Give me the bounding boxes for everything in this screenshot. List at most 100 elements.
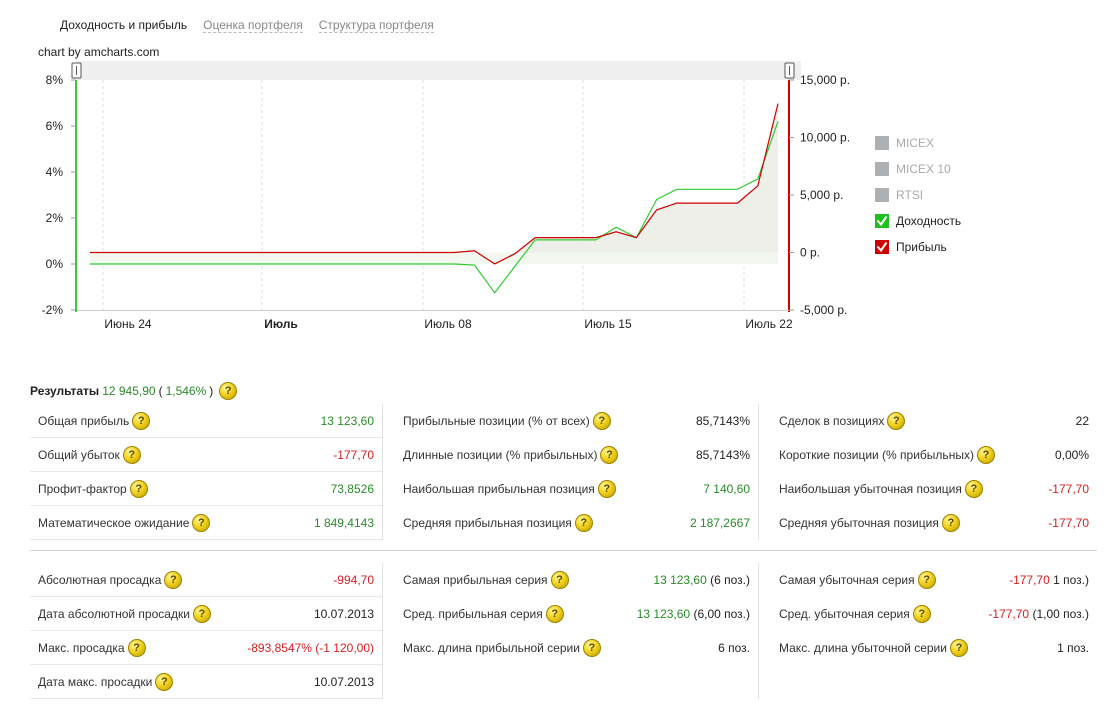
checkbox-checked-icon[interactable] (875, 214, 889, 228)
tab-portfolio-structure[interactable]: Структура портфеля (318, 18, 434, 33)
stats-value: 73,8526 (331, 482, 374, 496)
stats-value-extra: (1,00 поз.) (1029, 607, 1089, 621)
stats-label-text: Сред. убыточная серия (779, 607, 910, 621)
question-mark-icon[interactable]: ? (582, 639, 601, 657)
stats-value-number: 22 (1075, 414, 1089, 428)
stats-column: Сделок в позициях? 22 Короткие позиции (% … (758, 404, 1097, 540)
stats-value-number: 2 187,2667 (689, 516, 750, 530)
legend-item[interactable]: Прибыль (875, 234, 961, 260)
right-tick-label: -5,000 р. (800, 303, 847, 317)
legend-item[interactable]: RTSI (875, 182, 961, 208)
stats-label-text: Общий убыток (38, 447, 120, 462)
stats-label: Макс. длина прибыльной серии? (403, 639, 601, 657)
question-mark-icon[interactable]: ? (964, 480, 983, 498)
question-mark-icon[interactable]: ? (597, 480, 616, 498)
stats-row: Сред. прибыльная серия? 13 123,60 (6,00 п… (383, 597, 758, 631)
chart-scrollbar[interactable] (77, 61, 801, 80)
legend-label: Доходность (896, 214, 962, 228)
results-table: Общая прибыль? 13 123,60 Общий убыток? -177… (30, 404, 1097, 699)
stats-row: Общий убыток? -177,70 (30, 438, 382, 472)
question-mark-icon[interactable]: ? (155, 672, 174, 691)
stats-value-number: -893,8547% (-1 120,00) (247, 640, 374, 655)
x-tick-label: Июнь 24 (104, 317, 152, 331)
stats-label: Наибольшая убыточная позиция? (779, 480, 983, 498)
stats-value: 6 поз. (718, 641, 750, 655)
stats-label: Средняя прибыльная позиция? (403, 514, 593, 532)
stats-row: Прибыльные позиции (% от всех)? 85,7143% (383, 404, 758, 438)
question-mark-icon[interactable]: ? (127, 638, 146, 657)
stats-value: -893,8547% (-1 120,00) (247, 641, 374, 655)
stats-row: Общая прибыль? 13 123,60 (30, 404, 382, 438)
stats-label-text: Прибыльные позиции (% от всех) (403, 414, 590, 428)
stats-row: Сделок в позициях? 22 (759, 404, 1097, 438)
results-total: 12 945,90 (102, 384, 156, 398)
stats-label: Самая убыточная серия? (779, 571, 936, 589)
stats-label: Сред. прибыльная серия? (403, 605, 564, 623)
stats-row: Наибольшая прибыльная позиция? 7 140,60 (383, 472, 758, 506)
legend-item[interactable]: Доходность (875, 208, 961, 234)
stats-value: 13 123,60 (6 поз.) (653, 573, 750, 587)
question-mark-icon[interactable]: ? (545, 605, 564, 623)
chart-area: chart by amcharts.com 8% 6% 4% 2% 0% -2% 15,00… (0, 0, 1117, 350)
stats-label-text: Средняя прибыльная позиция (403, 516, 572, 530)
question-mark-icon[interactable]: ? (129, 479, 148, 498)
legend-item[interactable]: MICEX 10 (875, 156, 961, 182)
question-mark-icon[interactable]: ? (592, 412, 611, 430)
profit-area (90, 103, 778, 264)
stats-value-number: 1 поз. (1057, 641, 1089, 655)
stats-label-text: Наибольшая прибыльная позиция (403, 482, 595, 496)
question-mark-icon[interactable]: ? (164, 570, 183, 589)
zero-band (90, 252, 778, 264)
stats-value-number: 10.07.2013 (313, 606, 374, 621)
stats-row: Длинные позиции (% прибыльных)? 85,7143% (383, 438, 758, 472)
question-mark-icon[interactable]: ? (192, 513, 211, 532)
stats-label: Самая прибыльная серия? (403, 571, 569, 589)
right-tick-label: 10,000 р. (800, 131, 850, 145)
chart-credit[interactable]: chart by amcharts.com (38, 45, 160, 59)
stats-label: Прибыльные позиции (% от всех)? (403, 412, 611, 430)
question-mark-icon[interactable]: ? (550, 571, 569, 589)
checkbox-unchecked-icon[interactable] (875, 162, 889, 176)
stats-value: 10.07.2013 (314, 607, 374, 621)
stats-label-text: Средняя убыточная позиция (779, 516, 939, 530)
stats-value-number: 85,7143% (695, 414, 750, 428)
stats-value-number: -177,70 (1048, 482, 1089, 496)
question-mark-icon[interactable]: ? (912, 605, 931, 623)
stats-label: Абсолютная просадка? (38, 570, 183, 589)
question-mark-icon[interactable]: ? (887, 412, 906, 430)
legend-label: MICEX 10 (896, 162, 951, 176)
stats-block-bottom: Абсолютная просадка? -994,70 Дата абсолютн… (30, 563, 1097, 699)
question-mark-icon[interactable]: ? (192, 604, 211, 623)
stats-value-number: 73,8526 (330, 481, 374, 496)
question-mark-icon[interactable]: ? (132, 411, 151, 430)
question-mark-icon[interactable]: ? (600, 446, 619, 464)
left-tick-label: 0% (46, 257, 64, 271)
checkbox-checked-icon[interactable] (875, 240, 889, 254)
question-mark-icon[interactable]: ? (574, 514, 593, 532)
legend-item[interactable]: MICEX (875, 130, 961, 156)
question-mark-icon[interactable]: ? (219, 382, 238, 400)
question-mark-icon[interactable]: ? (917, 571, 936, 589)
checkbox-unchecked-icon[interactable] (875, 136, 889, 150)
x-tick-label: Июль (264, 317, 298, 331)
checkbox-unchecked-icon[interactable] (875, 188, 889, 202)
stats-label-text: Математическое ожидание (38, 515, 190, 530)
stats-value: -177,70 (1,00 поз.) (988, 607, 1089, 621)
stats-label-text: Общая прибыль (38, 413, 130, 428)
stats-label-text: Профит-фактор (38, 481, 127, 496)
question-mark-icon[interactable]: ? (941, 514, 960, 532)
stats-label: Короткие позиции (% прибыльных)? (779, 446, 995, 464)
stats-value: -177,70 (1048, 482, 1089, 496)
question-mark-icon[interactable]: ? (949, 639, 968, 657)
tab-portfolio-valuation[interactable]: Оценка портфеля (203, 18, 303, 33)
question-mark-icon[interactable]: ? (122, 445, 141, 464)
question-mark-icon[interactable]: ? (976, 446, 995, 464)
stats-row: Дата макс. просадки? 10.07.2013 (30, 665, 382, 699)
stats-column: Абсолютная просадка? -994,70 Дата абсолютн… (30, 563, 382, 699)
left-tick-label: 2% (46, 211, 64, 225)
stats-value-number: 1 849,4143 (313, 515, 374, 530)
tab-yield-profit[interactable]: Доходность и прибыль (60, 18, 188, 32)
stats-row: Самая убыточная серия? -177,70 1 поз.) (759, 563, 1097, 597)
stats-label-text: Наибольшая убыточная позиция (779, 482, 962, 496)
profit-series-line (90, 103, 779, 265)
